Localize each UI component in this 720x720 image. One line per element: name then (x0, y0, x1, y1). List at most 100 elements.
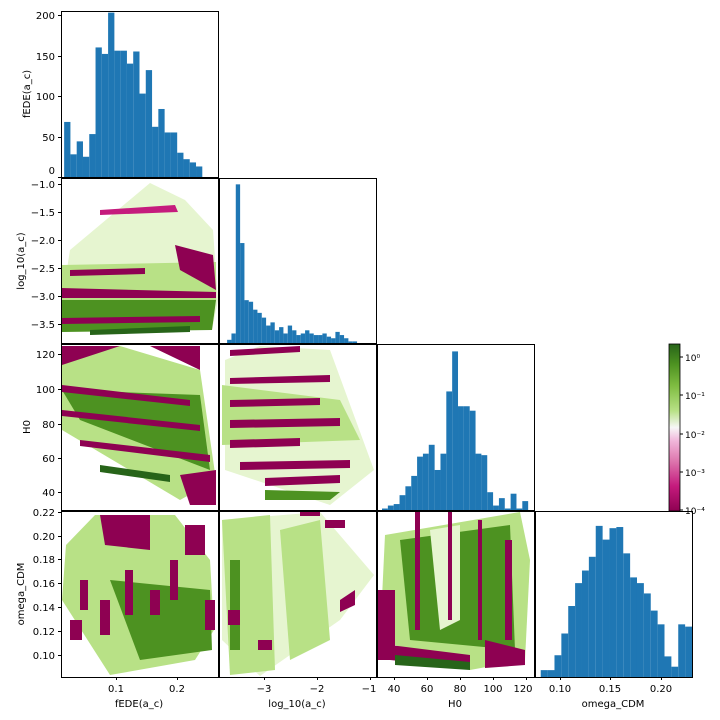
x-axis-label-log10ac: log_10(a_c) (268, 699, 325, 710)
histogram-bar (575, 583, 582, 677)
histogram-bar (287, 325, 293, 343)
tick-label: 0.10 (33, 651, 55, 662)
histogram-bar (326, 336, 332, 343)
tick-label: 100 (36, 385, 55, 396)
tick-label: 80 (454, 684, 467, 695)
tick-label: −2 (310, 684, 325, 695)
histogram-H0 (382, 351, 529, 510)
histogram-omegaCDM (540, 525, 692, 677)
colorbar-tick-label: 10⁻⁴ (685, 507, 705, 517)
histogram-bar (344, 338, 349, 343)
density-panel-omegaCDM-vs-H0 (378, 512, 530, 670)
tick-label: 0.22 (33, 508, 55, 519)
histogram-bar (609, 528, 617, 677)
histogram-bar (183, 159, 190, 177)
tick-label: 40 (42, 488, 55, 499)
histogram-bar (339, 335, 345, 343)
histogram-bar (588, 556, 596, 677)
tick-label: −2.0 (31, 236, 55, 247)
tick-label: 100 (36, 92, 55, 103)
histogram-bar (422, 453, 429, 510)
colorbar-tick-label: 10⁻³ (685, 469, 705, 479)
histogram-bar (540, 670, 548, 677)
tick-label: 0.1 (108, 684, 124, 695)
histogram-bar (300, 333, 306, 343)
histogram-bar (481, 455, 488, 510)
histogram-bar (64, 121, 71, 177)
tick-label: 60 (42, 454, 55, 465)
histogram-bar (95, 47, 102, 177)
tick-label: −3.5 (31, 320, 55, 331)
histogram-bar (244, 300, 249, 343)
histogram-bar (630, 577, 637, 677)
histogram-bar (248, 301, 254, 343)
histogram-bar (678, 624, 686, 677)
histogram-bar (554, 655, 562, 677)
colorbar: 10⁰ 10⁻¹ 10⁻² 10⁻³ 10⁻⁴ (668, 343, 705, 517)
tick-label: 50 (42, 133, 55, 144)
tick-label: −2.5 (31, 264, 55, 275)
histogram-bar (657, 624, 665, 677)
omegaCDM-y-ticks: 0.22 0.20 0.18 0.16 0.14 0.12 0.10 (33, 508, 61, 662)
omegaCDM-x-ticks: 0.10 0.15 0.20 (549, 677, 672, 695)
tick-label: 120 (36, 350, 55, 361)
histogram-bar (411, 475, 418, 510)
histogram-bar (504, 508, 511, 510)
y-axis-label-H0: H0 (22, 420, 33, 434)
colorbar-gradient (668, 343, 681, 512)
tick-label: 60 (421, 684, 434, 695)
tick-label: 200 (36, 11, 55, 22)
tick-label: 0.10 (549, 684, 571, 695)
tick-label: −1.5 (31, 208, 55, 219)
histogram-bar (158, 108, 165, 177)
histogram-bar (313, 335, 319, 343)
histogram-bar (568, 606, 576, 677)
histogram-bar (636, 583, 644, 677)
x-axis-label-omegaCDM: omega_CDM (582, 699, 645, 710)
tick-label: 0 (49, 166, 55, 177)
histogram-bar (270, 322, 275, 344)
histogram-bar (475, 453, 482, 510)
tick-label: 150 (36, 52, 55, 63)
y-axis-label-log10ac: log_10(a_c) (16, 232, 27, 289)
histogram-log10ac (227, 184, 358, 344)
histogram-bar (581, 570, 589, 677)
histogram-bar (257, 312, 262, 343)
histogram-fEDE (64, 12, 203, 178)
histogram-bar (434, 469, 441, 510)
tick-label: 0.2 (169, 684, 185, 695)
histogram-bar (309, 333, 314, 343)
histogram-bar (331, 338, 336, 343)
histogram-bar (335, 331, 340, 343)
tick-label: 80 (42, 420, 55, 431)
histogram-bar (231, 333, 236, 343)
histogram-bar (139, 93, 146, 177)
histogram-bar (428, 444, 435, 510)
histogram-bar (510, 493, 517, 510)
tick-label: 0.18 (33, 555, 55, 566)
histogram-bar (417, 456, 423, 510)
histogram-bar (602, 539, 610, 677)
histogram-bar (387, 505, 394, 510)
colorbar-tick-label: 10⁻¹ (685, 392, 705, 402)
histogram-bar (266, 325, 271, 343)
y-axis-label-omegaCDM: omega_CDM (16, 563, 27, 626)
histogram-bar (498, 498, 505, 510)
histogram-bar (261, 317, 267, 343)
x-axis-label-fEDE: fEDE(a_c) (115, 699, 163, 710)
histogram-bar (352, 341, 358, 343)
tick-label: −1 (362, 684, 377, 695)
histogram-bar (133, 51, 140, 177)
tick-label: 120 (513, 684, 532, 695)
tick-label: 40 (388, 684, 401, 695)
log10ac-y-ticks: −1.0 −1.5 −2.0 −2.5 −3.0 −3.5 (31, 180, 61, 331)
histogram-bar (318, 335, 323, 343)
fEDE-x-ticks: 0.1 0.2 (108, 677, 185, 695)
histogram-bar (164, 132, 171, 177)
colorbar-tick-label: 10⁰ (685, 354, 700, 364)
histogram-bar (322, 333, 327, 343)
histogram-bar (493, 505, 499, 510)
histogram-bar (382, 508, 388, 510)
histogram-bar (120, 50, 127, 177)
histogram-bar (196, 166, 203, 177)
